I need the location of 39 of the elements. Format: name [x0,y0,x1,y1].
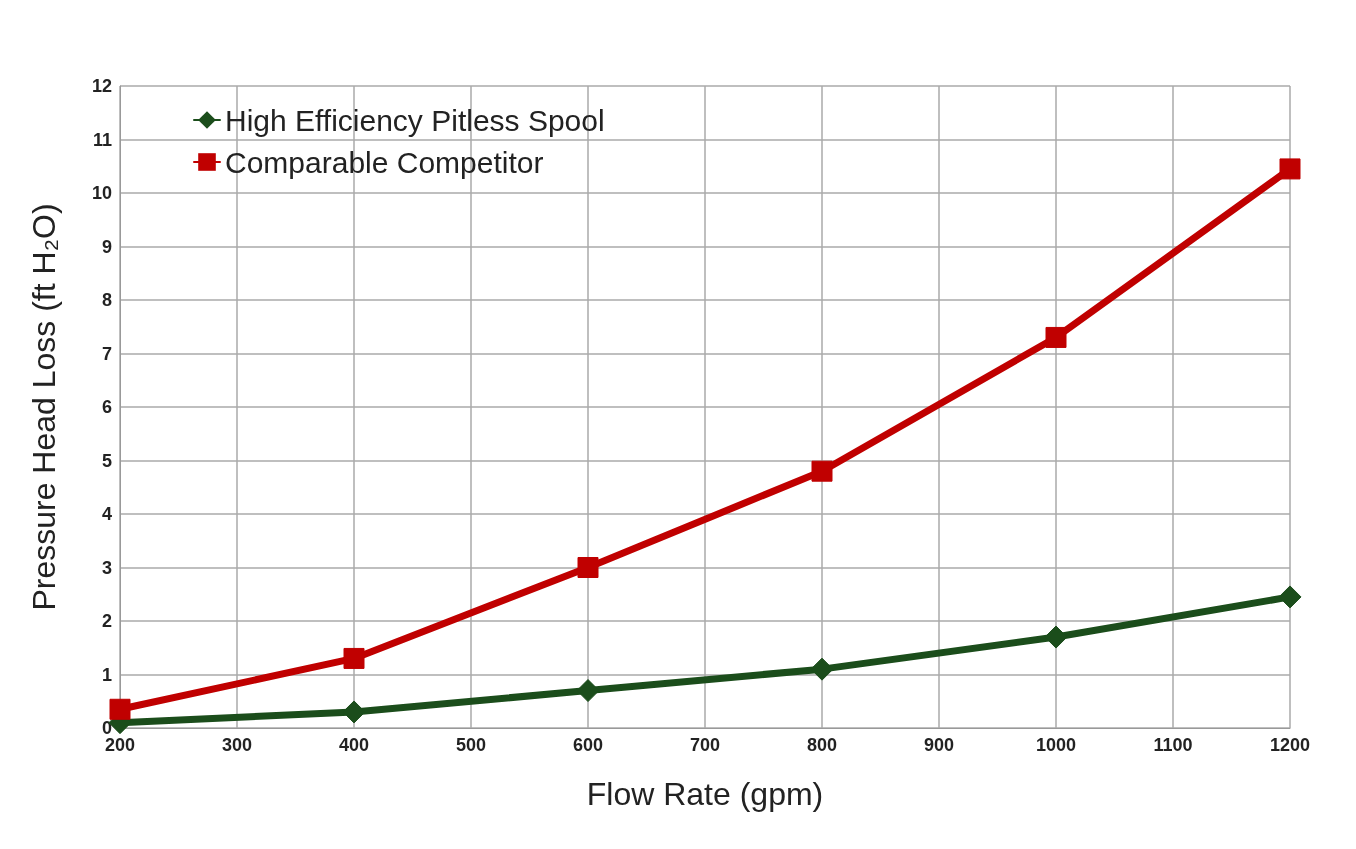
legend-label: High Efficiency Pitless Spool [225,103,605,137]
point [810,657,834,681]
y-tick-label: 5 [101,450,112,471]
x-tick-label: 700 [689,735,721,755]
x-axis-title: Flow Rate (gpm) [586,776,824,812]
x-tick-label: 900 [923,735,955,755]
point [343,647,365,669]
y-tick-label: 0 [101,718,112,738]
x-tick-label: 200 [104,735,136,755]
y-tick-label: 1 [101,664,112,685]
y-tick-label: 7 [101,343,112,364]
y-axis-title: Pressure Head Loss (ft H₂O) [26,203,62,611]
x-tick-label: 1000 [1035,735,1077,755]
point [811,460,833,482]
x-tick-label: 400 [338,735,370,755]
y-tick-label: 4 [101,504,112,524]
x-tick-label: 500 [455,735,487,755]
x-tick-label: 300 [221,735,253,755]
point [1278,585,1302,609]
point [109,698,131,720]
point [1044,625,1068,649]
y-tick-label: 8 [101,290,112,310]
y-tick-label: 12 [91,76,112,96]
x-tick-label: 600 [572,735,604,755]
y-tick-label: 11 [92,129,112,150]
point [1279,158,1301,180]
x-tick-label: 800 [806,735,838,755]
point [1045,326,1067,348]
point [342,700,366,724]
y-tick-label: 2 [101,611,112,631]
y-tick-label: 9 [101,236,112,257]
y-tick-label: 10 [91,183,112,203]
x-tick-label: 1200 [1269,735,1311,755]
y-tick-label: 6 [101,397,112,417]
point [577,557,599,578]
x-tick-label: 1100 [1153,735,1193,755]
y-tick-label: 3 [101,557,112,578]
point [576,679,600,703]
legend-label: Comparable Competitor [225,145,544,179]
